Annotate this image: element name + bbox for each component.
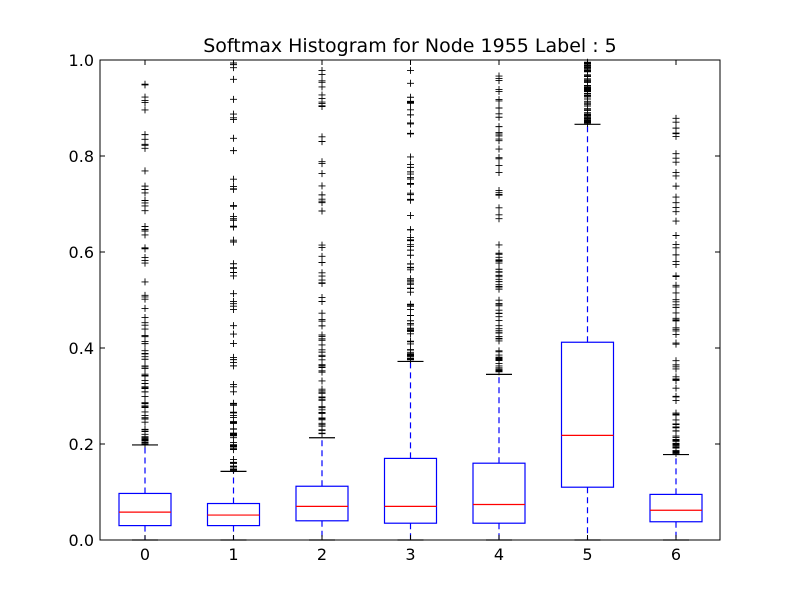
y-tick-label: 0.4 [69,339,94,358]
box-body [118,492,172,527]
box-body [560,341,615,488]
x-tick-label: 6 [671,545,681,564]
x-tick-label: 3 [405,545,415,564]
x-tick-label: 1 [228,545,238,564]
x-tick-label: 5 [582,545,592,564]
x-tick-label: 0 [140,545,150,564]
outlier-markers [318,66,326,438]
y-tick-label: 0.6 [69,243,94,262]
y-tick-label: 1.0 [69,51,94,70]
outlier-markers [495,72,503,376]
y-tick-label: 0.8 [69,147,94,166]
plot-frame [99,59,721,541]
x-tick-label: 2 [317,545,327,564]
x-tick-label: 4 [494,545,504,564]
box-body [472,462,526,524]
outlier-markers [584,58,591,127]
outlier-markers [230,59,237,474]
chart-title: Softmax Histogram for Node 1955 Label : … [203,35,617,57]
box-body [383,457,438,524]
outlier-markers [407,66,414,364]
box-body [295,485,349,522]
outlier-markers [672,114,680,457]
box-body [649,493,703,523]
y-tick-label: 0.0 [69,531,94,550]
y-tick-label: 0.2 [69,435,94,454]
plot-area: 0.0 0.2 0.4 0.6 0.8 1.0 0 1 2 3 4 5 6 [69,51,721,564]
outlier-markers [141,80,149,448]
